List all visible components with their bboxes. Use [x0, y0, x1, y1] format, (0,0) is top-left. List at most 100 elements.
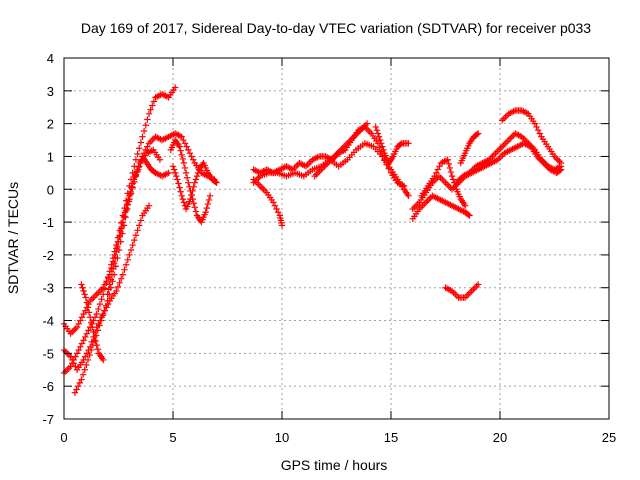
- data-point: [169, 163, 177, 170]
- data-point: [113, 287, 120, 295]
- y-tick-label: -2: [42, 248, 54, 263]
- data-point: [82, 333, 89, 341]
- data-point: [97, 317, 105, 324]
- y-tick-label: -1: [42, 215, 54, 230]
- data-point: [80, 310, 87, 318]
- data-point: [126, 192, 133, 200]
- y-tick-label: 2: [47, 117, 54, 132]
- series-s10: [250, 176, 286, 229]
- data-point: [88, 318, 95, 326]
- data-point: [183, 174, 191, 181]
- data-point: [187, 195, 194, 203]
- data-point: [171, 84, 179, 91]
- data-point: [73, 386, 80, 393]
- data-point: [83, 330, 91, 337]
- data-point: [149, 102, 156, 109]
- data-point: [104, 297, 111, 305]
- y-tick-label: -5: [42, 346, 54, 361]
- data-point: [448, 172, 456, 180]
- data-point: [182, 169, 190, 177]
- data-point: [103, 279, 110, 287]
- data-point: [180, 136, 187, 144]
- data-point: [95, 305, 102, 313]
- data-point: [447, 168, 455, 176]
- data-point: [101, 307, 108, 314]
- data-point: [165, 169, 172, 177]
- data-point: [119, 271, 127, 278]
- data-point: [270, 199, 277, 206]
- data-point: [194, 169, 202, 177]
- data-point: [188, 153, 195, 160]
- data-point: [129, 241, 136, 249]
- data-point: [127, 246, 135, 254]
- data-point: [181, 140, 189, 147]
- data-point: [379, 153, 386, 160]
- data-point: [86, 351, 93, 359]
- data-point: [475, 281, 482, 288]
- data-point: [131, 236, 138, 244]
- data-point: [73, 350, 81, 357]
- data-point: [180, 159, 188, 167]
- data-point: [79, 284, 86, 291]
- data-point: [203, 204, 210, 212]
- series-s5: [78, 281, 107, 364]
- data-point: [385, 165, 393, 172]
- data-point: [145, 110, 153, 117]
- data-point: [206, 192, 214, 200]
- data-point: [213, 179, 220, 186]
- series-s1: [60, 130, 218, 337]
- data-point: [212, 178, 219, 186]
- series-s7: [167, 136, 214, 226]
- data-point: [96, 322, 103, 329]
- data-point: [128, 184, 135, 191]
- data-point: [90, 328, 97, 336]
- x-axis-label: GPS time / hours: [281, 457, 388, 473]
- data-point: [119, 218, 127, 226]
- y-tick-label: -6: [42, 379, 54, 394]
- data-point: [452, 182, 459, 190]
- data-point: [96, 300, 104, 308]
- data-point: [179, 195, 187, 203]
- data-point: [534, 127, 542, 134]
- data-point: [77, 317, 84, 324]
- data-point: [190, 200, 197, 207]
- tick-labels: 0 5 10 15 20 25 -7 -6 -5 -4 -3 -2 -1 0 1 2 3 4: [42, 51, 616, 445]
- data-point: [114, 283, 122, 291]
- data-point: [372, 123, 379, 131]
- data-point: [380, 146, 387, 154]
- x-tick-label: 10: [275, 430, 289, 445]
- data-point: [99, 312, 106, 319]
- data-point: [124, 200, 131, 208]
- x-tick-label: 20: [493, 430, 507, 445]
- series-s13: [372, 123, 412, 167]
- data-point: [117, 228, 124, 236]
- data-point: [125, 196, 132, 204]
- data-point: [92, 337, 99, 345]
- data-point: [178, 133, 185, 140]
- data-point: [105, 286, 112, 293]
- data-point: [475, 130, 482, 137]
- data-point: [82, 307, 89, 314]
- data-point: [76, 379, 84, 387]
- series-s8: [169, 159, 220, 213]
- data-point: [405, 192, 412, 200]
- data-point: [77, 343, 84, 350]
- data-point: [137, 217, 145, 224]
- data-point: [93, 341, 100, 349]
- data-point: [79, 371, 87, 378]
- data-point: [78, 281, 85, 288]
- data-point: [86, 314, 94, 321]
- data-point: [140, 127, 148, 135]
- data-point: [137, 159, 144, 167]
- data-point: [179, 155, 187, 163]
- data-point: [150, 98, 158, 105]
- data-point: [78, 376, 85, 383]
- data-point: [122, 261, 130, 268]
- series-s2: [60, 84, 179, 377]
- data-point: [134, 166, 142, 173]
- data-point: [71, 389, 79, 396]
- data-point: [273, 205, 280, 213]
- y-tick-label: -7: [42, 412, 54, 427]
- data-point: [82, 353, 89, 360]
